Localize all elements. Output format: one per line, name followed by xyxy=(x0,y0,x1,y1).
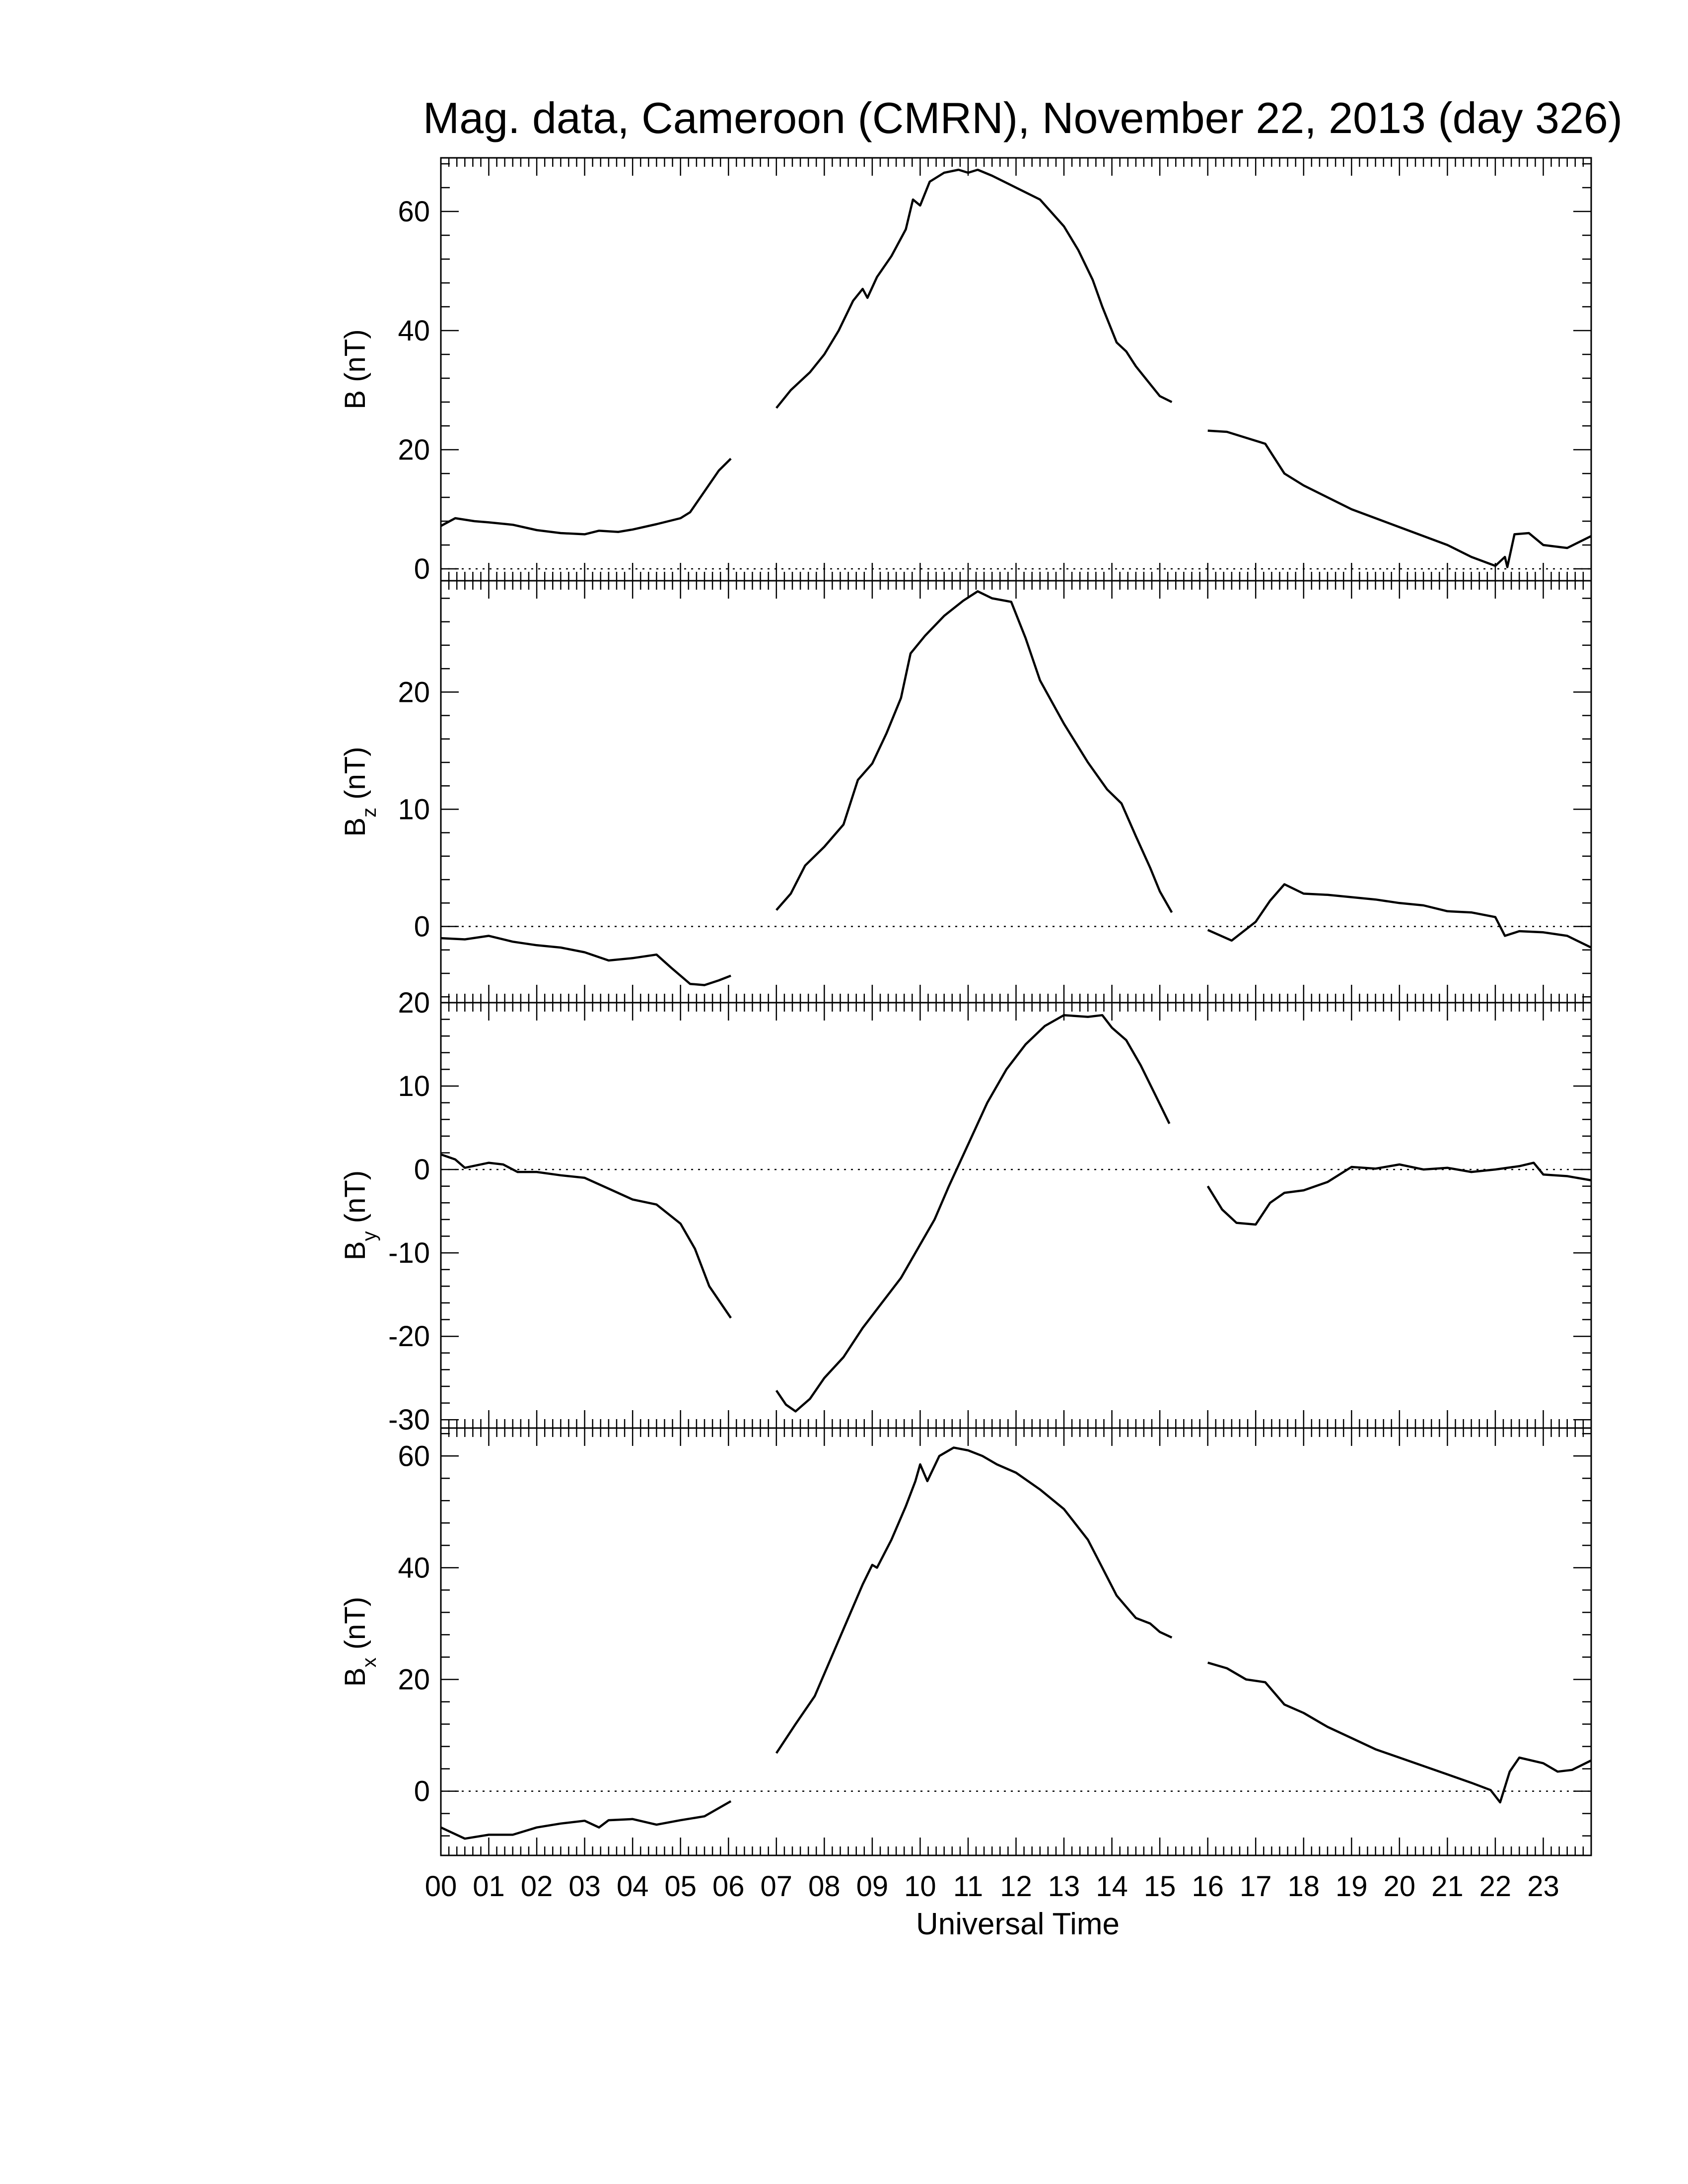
y-tick-label: 0 xyxy=(414,1775,430,1808)
figure-title: Mag. data, Cameroon (CMRN), November 22,… xyxy=(423,93,1622,142)
panel-frame xyxy=(440,157,1592,582)
x-tick-label: 00 xyxy=(425,1870,457,1903)
y-tick-label: 20 xyxy=(398,987,430,1019)
panel-3: -30 -20 -10 0 10 20 By (nT) xyxy=(339,987,1592,1436)
y-ticks xyxy=(441,163,1591,570)
y-tick-label: 40 xyxy=(398,315,430,347)
x-tick-label: 20 xyxy=(1384,1870,1416,1903)
series-line-segment-2 xyxy=(775,1446,1173,1754)
y-tick-label: 10 xyxy=(398,793,430,825)
x-ticks xyxy=(448,1428,1584,1855)
panel-1: 0 20 40 60 B (nT) xyxy=(339,157,1592,585)
x-tick-label: 14 xyxy=(1096,1870,1128,1903)
panel-frame xyxy=(440,580,1592,1004)
y-tick-label: 60 xyxy=(398,1440,430,1472)
x-tick-label: 07 xyxy=(761,1870,793,1903)
y-tick-label: 60 xyxy=(398,196,430,228)
series-line-segment-3 xyxy=(1207,883,1592,949)
x-tick-label: 21 xyxy=(1431,1870,1464,1903)
y-ticks xyxy=(441,1019,1591,1421)
x-tick-label: 04 xyxy=(617,1870,649,1903)
panel-2: 0 10 20 Bz (nT) xyxy=(339,580,1592,1004)
y-axis-label: B (nT) xyxy=(339,329,371,409)
y-tick-label: -20 xyxy=(388,1320,430,1353)
y-tick-label: -10 xyxy=(388,1237,430,1269)
y-ticks xyxy=(441,598,1591,998)
y-axis-label: Bx (nT) xyxy=(339,1597,380,1687)
y-axis-label: By (nT) xyxy=(339,1170,380,1260)
y-tick-label: 20 xyxy=(398,1664,430,1696)
series-line-segment-1 xyxy=(440,1153,732,1319)
series-line-segment-2 xyxy=(775,1014,1171,1413)
y-tick-label: 40 xyxy=(398,1552,430,1584)
y-tick-label: 20 xyxy=(398,434,430,466)
y-tick-label: -30 xyxy=(388,1404,430,1436)
series-line-segment-1 xyxy=(440,935,731,986)
y-tick-label: 10 xyxy=(398,1070,430,1102)
series-line-segment-2 xyxy=(775,168,1173,409)
panel-frame xyxy=(440,1427,1592,1856)
y-tick-label: 0 xyxy=(414,911,430,943)
x-ticks xyxy=(448,158,1584,581)
x-tick-label: 18 xyxy=(1288,1870,1320,1903)
y-axis-label: Bz (nT) xyxy=(339,747,380,836)
x-tick-label: 09 xyxy=(856,1870,889,1903)
series-line-segment-3 xyxy=(1207,429,1592,568)
x-tick-label: 03 xyxy=(568,1870,601,1903)
x-tick-label: 11 xyxy=(953,1870,983,1903)
x-tick-label: 01 xyxy=(473,1870,505,1903)
x-tick-label: 05 xyxy=(664,1870,697,1903)
panel-frame xyxy=(440,1002,1592,1429)
x-tick-label: 23 xyxy=(1527,1870,1559,1903)
panel-4: 0 20 40 60 Bx (nT) xyxy=(339,1427,1592,1856)
x-tick-label: 13 xyxy=(1048,1870,1080,1903)
y-ticks xyxy=(441,1433,1591,1837)
x-tick-label: 19 xyxy=(1336,1870,1368,1903)
x-tick-label: 16 xyxy=(1192,1870,1224,1903)
x-ticks xyxy=(448,1003,1584,1428)
series-line-segment-1 xyxy=(440,458,732,536)
series-line-segment-3 xyxy=(1206,1161,1592,1226)
series-line-segment-1 xyxy=(440,1800,732,1840)
x-tick-label: 17 xyxy=(1240,1870,1272,1903)
x-axis-title: Universal Time xyxy=(916,1907,1120,1941)
x-tick-label: 02 xyxy=(521,1870,553,1903)
series-line-segment-3 xyxy=(1207,1661,1592,1804)
x-tick-label: 15 xyxy=(1144,1870,1176,1903)
x-tick-label: 10 xyxy=(904,1870,936,1903)
y-tick-label: 20 xyxy=(398,676,430,708)
y-tick-label: 0 xyxy=(414,553,430,585)
x-tick-label: 08 xyxy=(808,1870,841,1903)
x-ticks xyxy=(448,581,1584,1003)
y-tick-label: 0 xyxy=(414,1154,430,1186)
x-axis-labels: 00 01 02 03 04 05 06 07 08 09 10 11 12 13 14 15 16 17 18 19… xyxy=(425,1870,1559,1903)
x-tick-label: 22 xyxy=(1479,1870,1512,1903)
x-tick-label: 12 xyxy=(1000,1870,1032,1903)
panels: 0 20 40 60 B (nT) 0 10 20 Bz (nT) -30 -20 -10 0 10 20 B… xyxy=(339,157,1592,1856)
x-tick-label: 06 xyxy=(712,1870,745,1903)
series-line-segment-2 xyxy=(775,590,1173,913)
